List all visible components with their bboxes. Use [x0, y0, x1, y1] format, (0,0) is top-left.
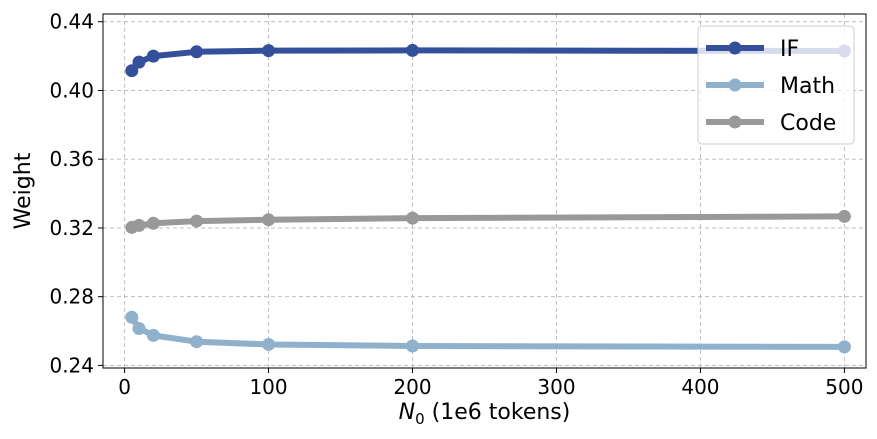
- data-point-code: [190, 214, 204, 228]
- series-math: [125, 310, 851, 354]
- data-point-math: [190, 335, 204, 349]
- data-point-math: [125, 310, 139, 324]
- legend-item-code: Code: [706, 111, 836, 136]
- x-tick-label: 500: [825, 375, 863, 399]
- legend-label: Math: [780, 74, 835, 99]
- x-tick-label: 300: [537, 375, 575, 399]
- data-point-if: [406, 43, 420, 57]
- x-axis-title: N0 (1e6 tokens): [399, 400, 571, 428]
- x-tick-label: 0: [118, 375, 131, 399]
- data-point-math: [406, 339, 420, 353]
- y-axis-title: Weight: [11, 152, 36, 229]
- x-tick-label: 200: [393, 375, 431, 399]
- y-tick-label: 0.32: [49, 216, 94, 240]
- y-axis-ticks: 0.24 0.28 0.32 0.36 0.40 0.44: [49, 10, 103, 377]
- x-axis-ticks: 0 100 200 300 400 500: [118, 368, 863, 399]
- data-point-if: [132, 55, 146, 69]
- data-point-code: [132, 218, 146, 232]
- y-tick-label: 0.44: [49, 10, 94, 34]
- data-point-code: [406, 211, 420, 225]
- y-tick-label: 0.40: [49, 78, 94, 102]
- series-line-math: [128, 314, 848, 350]
- y-tick-label: 0.28: [49, 285, 94, 309]
- x-axis-title-rest: (1e6 tokens): [425, 400, 571, 425]
- legend-item-math: Math: [706, 74, 835, 99]
- x-axis-title-base: N: [399, 400, 415, 425]
- legend-box: [697, 25, 855, 145]
- data-point-math: [837, 340, 851, 354]
- legend-label: IF: [780, 37, 799, 62]
- data-point-if: [146, 49, 160, 63]
- legend-label: Code: [780, 111, 836, 136]
- series-layer: [125, 43, 851, 354]
- data-point-if: [190, 45, 204, 59]
- y-tick-label: 0.36: [49, 147, 94, 171]
- data-point-math: [146, 328, 160, 342]
- data-point-math: [262, 337, 276, 351]
- x-tick-label: 100: [249, 375, 287, 399]
- legend-item-if: IF: [706, 37, 799, 62]
- series-line-code: [128, 213, 848, 231]
- legend: IF Math Code: [697, 25, 855, 145]
- data-point-math: [132, 321, 146, 335]
- legend-swatch-marker: [728, 78, 742, 92]
- plot-frame: [102, 13, 867, 369]
- data-point-if: [125, 64, 139, 78]
- series-code: [125, 209, 851, 234]
- data-point-code: [146, 216, 160, 230]
- legend-swatch-marker: [728, 41, 742, 55]
- x-tick-label: 400: [681, 375, 719, 399]
- x-axis-title-subscript: 0: [415, 410, 425, 428]
- data-point-code: [262, 213, 276, 227]
- y-tick-label: 0.24: [49, 353, 94, 377]
- data-point-if: [262, 44, 276, 58]
- legend-swatch-marker: [728, 115, 742, 129]
- data-point-code: [837, 209, 851, 223]
